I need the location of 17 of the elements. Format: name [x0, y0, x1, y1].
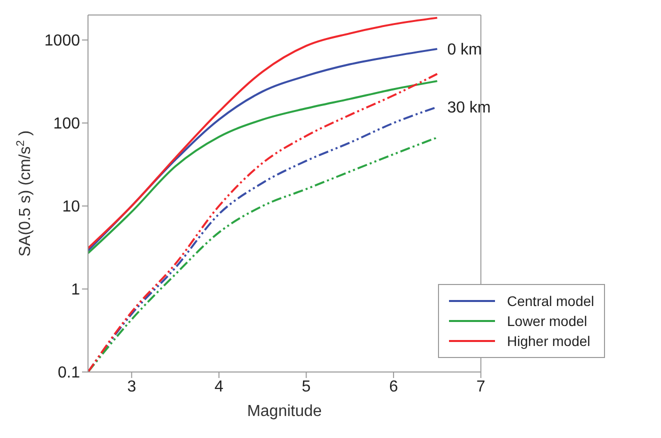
y-tick-label: 10: [62, 198, 80, 216]
annotation: 0 km: [447, 42, 482, 59]
x-tick-label: 4: [214, 378, 224, 396]
x-tick-label: 3: [127, 378, 136, 396]
x-tick-label: 7: [476, 378, 486, 396]
legend-label: Higher model: [507, 333, 590, 349]
line-series: [88, 80, 438, 254]
x-axis-title: Magnitude: [247, 403, 322, 420]
legend-label: Lower model: [507, 313, 588, 329]
x-tick-label: 6: [389, 378, 398, 396]
legend-label: Central model: [507, 293, 594, 309]
x-tick-label: 5: [302, 378, 311, 396]
y-tick-label: 0.1: [58, 364, 80, 382]
y-tick-label: 1000: [44, 32, 80, 50]
y-tick-label: 100: [53, 116, 80, 133]
y-tick-label: 1: [71, 282, 80, 299]
annotation: 30 km: [447, 100, 491, 117]
